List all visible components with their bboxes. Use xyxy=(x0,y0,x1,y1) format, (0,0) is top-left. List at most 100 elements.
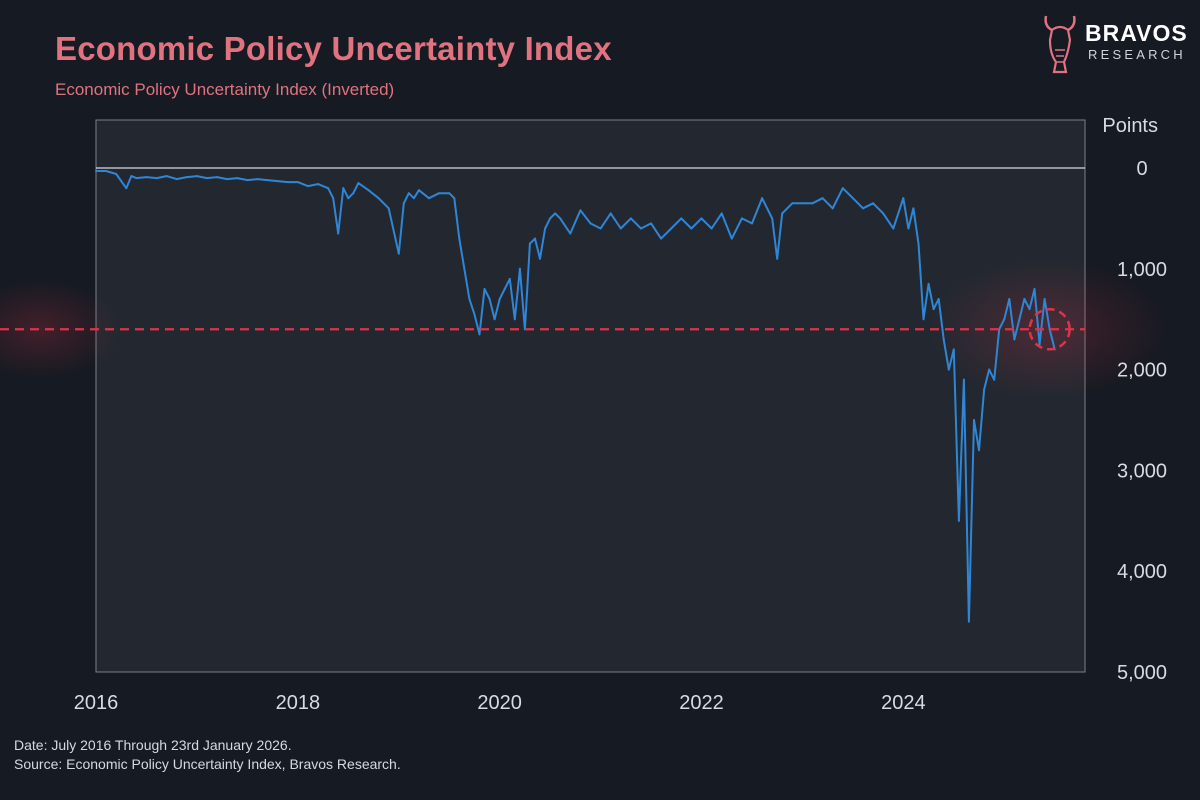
data-point xyxy=(831,207,834,210)
data-point xyxy=(145,176,148,179)
data-point xyxy=(95,170,97,173)
data-point xyxy=(761,197,764,200)
data-point xyxy=(1023,298,1026,301)
data-point xyxy=(978,449,981,452)
data-point xyxy=(503,287,506,290)
data-point xyxy=(246,179,249,182)
data-point xyxy=(347,197,350,200)
source-note: Source: Economic Policy Uncertainty Inde… xyxy=(14,756,401,772)
data-point xyxy=(821,197,824,200)
brand-name: BRAVOS xyxy=(1085,20,1188,46)
data-point xyxy=(680,217,683,220)
data-point xyxy=(458,237,461,240)
data-point xyxy=(155,177,158,180)
data-point xyxy=(861,207,864,210)
data-point xyxy=(932,308,935,311)
data-point xyxy=(397,252,400,255)
data-point xyxy=(544,227,547,230)
data-point xyxy=(771,217,774,220)
data-point xyxy=(428,197,431,200)
data-point xyxy=(902,197,905,200)
data-point xyxy=(639,227,642,230)
data-point xyxy=(296,181,299,184)
data-point xyxy=(609,212,612,215)
data-point xyxy=(352,192,355,195)
data-point xyxy=(528,242,531,245)
y-tick-label: 4,000 xyxy=(1117,561,1167,583)
data-point xyxy=(942,338,945,341)
data-point xyxy=(276,180,279,183)
data-point xyxy=(498,298,501,301)
data-point xyxy=(730,237,733,240)
data-point xyxy=(811,202,814,205)
data-point xyxy=(493,318,496,321)
footer-notes: Date: July 2016 Through 23rd January 202… xyxy=(14,736,401,774)
data-point xyxy=(776,257,779,260)
data-point xyxy=(554,212,557,215)
data-point xyxy=(740,217,743,220)
data-point xyxy=(226,178,229,181)
data-point xyxy=(872,202,875,205)
data-point xyxy=(286,181,289,184)
data-point xyxy=(387,207,390,210)
data-point xyxy=(533,237,536,240)
data-point xyxy=(135,177,138,180)
data-point xyxy=(937,298,940,301)
data-point xyxy=(972,419,975,421)
data-point xyxy=(175,178,178,181)
data-point xyxy=(317,183,320,186)
data-point xyxy=(130,175,133,178)
data-point xyxy=(559,217,562,220)
data-point xyxy=(453,197,456,200)
data-point xyxy=(892,227,895,230)
y-tick-label: 2,000 xyxy=(1117,360,1167,382)
y-tick-label: 3,000 xyxy=(1117,460,1167,482)
x-tick-label: 2018 xyxy=(276,692,321,714)
data-point xyxy=(539,257,542,260)
data-point xyxy=(468,298,471,301)
data-point xyxy=(518,267,521,270)
data-point xyxy=(957,519,960,522)
data-point xyxy=(402,202,405,205)
data-point xyxy=(1018,318,1021,321)
data-point xyxy=(952,348,955,351)
y-tick-label: 0 xyxy=(1136,158,1147,180)
y-tick-label: 5,000 xyxy=(1117,662,1167,684)
data-point xyxy=(841,187,844,190)
data-point xyxy=(236,177,239,180)
series-line xyxy=(96,170,1056,623)
data-point xyxy=(922,318,925,321)
brand-logo: BRAVOS RESEARCH xyxy=(1040,10,1200,76)
highlight-marker xyxy=(1028,308,1071,351)
data-point xyxy=(927,282,930,285)
x-tick-label: 2024 xyxy=(881,692,926,714)
data-point xyxy=(367,189,370,192)
data-point xyxy=(993,378,996,381)
data-point xyxy=(629,217,632,220)
data-point xyxy=(478,333,481,336)
chart-subtitle: Economic Policy Uncertainty Index (Inver… xyxy=(55,80,395,99)
data-point xyxy=(589,222,592,225)
data-point xyxy=(670,227,673,230)
data-point xyxy=(342,187,345,190)
data-point xyxy=(195,175,198,178)
data-point xyxy=(967,620,970,623)
data-point xyxy=(882,212,885,215)
data-point xyxy=(1028,308,1031,311)
data-point xyxy=(549,217,552,220)
data-point xyxy=(650,222,653,225)
data-point xyxy=(185,176,188,179)
data-point xyxy=(306,185,309,188)
data-point xyxy=(105,170,108,173)
data-point xyxy=(579,209,582,212)
data-point xyxy=(266,179,269,182)
data-point xyxy=(619,227,622,230)
data-point xyxy=(216,176,219,179)
data-point xyxy=(206,177,209,180)
data-point xyxy=(700,217,703,220)
data-point xyxy=(720,212,723,215)
data-point xyxy=(473,313,476,316)
data-point xyxy=(513,318,516,321)
line-glow xyxy=(0,279,120,380)
